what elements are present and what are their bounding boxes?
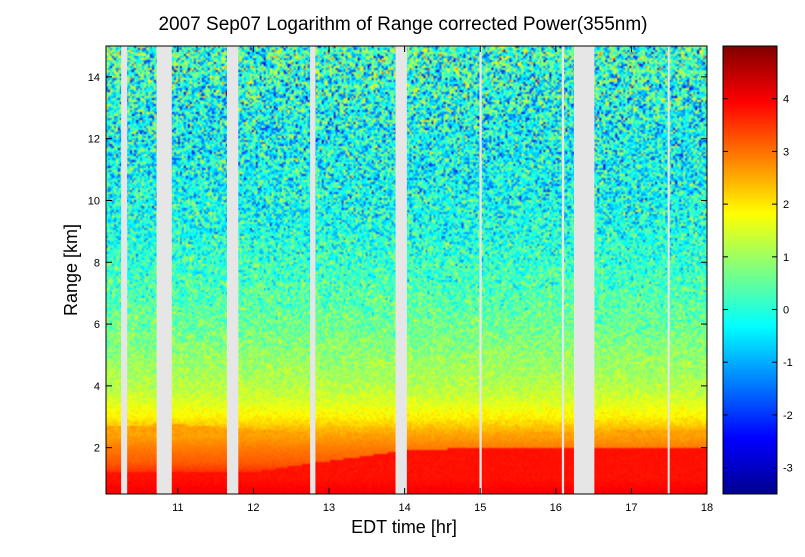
data-gap [573, 46, 595, 494]
y-tick-label: 6 [94, 319, 100, 331]
x-tick-label: 15 [474, 502, 486, 514]
data-gap [479, 46, 482, 494]
colorbar-tick-label: -3 [783, 463, 793, 475]
data-gap [226, 46, 239, 494]
y-tick-label: 14 [88, 72, 100, 84]
plot-frame [105, 45, 708, 495]
y-axis: 2 4 6 8 10 12 14 [88, 72, 707, 455]
colorbar-tick-label: 1 [783, 252, 789, 264]
colorbar-tick-label: 3 [783, 146, 789, 158]
data-gap [395, 46, 407, 494]
x-tick-label: 16 [550, 502, 562, 514]
colorbar-frame [722, 45, 778, 495]
colorbar: -3 -2 -1 0 1 2 3 4 [722, 45, 793, 495]
y-tick-label: 12 [88, 134, 100, 146]
colorbar-tick-label: -2 [783, 410, 793, 422]
data-gap [667, 46, 670, 494]
x-tick-label: 12 [247, 502, 259, 514]
colorbar-tick-label: 4 [783, 94, 789, 106]
x-tick-label: 17 [625, 502, 637, 514]
chart-title: 2007 Sep07 Logarithm of Range corrected … [158, 14, 647, 35]
x-tick-label: 13 [323, 502, 335, 514]
data-gap [561, 46, 565, 494]
colorbar-tick-label: 0 [783, 305, 789, 317]
y-axis-title: Range [km] [61, 224, 81, 316]
data-gap [121, 46, 128, 494]
x-tick-label: 11 [172, 502, 183, 514]
x-axis: 11 12 13 14 15 16 17 18 [172, 46, 713, 514]
x-tick-label: 18 [701, 502, 713, 514]
colorbar-gradient [723, 46, 777, 494]
colorbar-ticks: -3 -2 -1 0 1 2 3 4 [723, 94, 793, 475]
y-tick-label: 10 [88, 195, 100, 207]
x-axis-title: EDT time [hr] [351, 517, 457, 537]
data-gaps [121, 46, 670, 494]
x-tick-label: 14 [398, 502, 410, 514]
y-tick-label: 2 [94, 443, 100, 455]
y-tick-label: 8 [94, 257, 100, 269]
colorbar-tick-label: -1 [783, 357, 793, 369]
data-gap [156, 46, 172, 494]
colorbar-tick-label: 2 [783, 199, 789, 211]
data-gap [310, 46, 316, 494]
y-tick-label: 4 [94, 381, 100, 393]
